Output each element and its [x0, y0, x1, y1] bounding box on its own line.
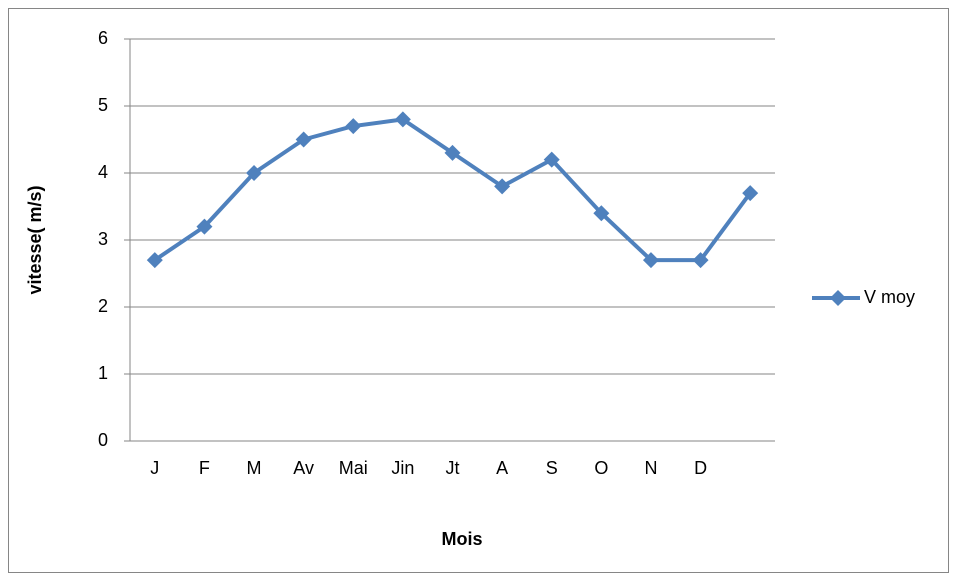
marker: [345, 118, 362, 135]
marker: [444, 144, 461, 161]
x-tick-label: J: [150, 458, 159, 478]
y-tick-label: 2: [98, 296, 108, 316]
y-tick-label: 4: [98, 162, 108, 182]
x-tick-label: M: [247, 458, 262, 478]
marker: [543, 151, 560, 168]
x-tick-label: D: [694, 458, 707, 478]
x-tick-label: Mai: [339, 458, 368, 478]
marker: [146, 252, 163, 269]
x-tick-label: A: [496, 458, 508, 478]
marker: [494, 178, 511, 195]
y-tick-label: 0: [98, 430, 108, 450]
marker: [593, 205, 610, 222]
y-axis-label: vitesse( m/s): [25, 185, 45, 294]
marker: [394, 111, 411, 128]
y-tick-label: 5: [98, 95, 108, 115]
y-tick-label: 1: [98, 363, 108, 383]
x-tick-label: Av: [293, 458, 314, 478]
legend-marker: [830, 290, 846, 306]
x-tick-label: Jt: [445, 458, 459, 478]
x-tick-label: F: [199, 458, 210, 478]
y-tick-label: 6: [98, 28, 108, 48]
marker: [742, 185, 759, 202]
marker: [295, 131, 312, 148]
x-tick-label: N: [644, 458, 657, 478]
marker: [246, 165, 263, 181]
marker: [692, 252, 709, 269]
legend-label: V moy: [864, 287, 915, 307]
x-tick-label: Jin: [391, 458, 414, 478]
x-axis-label: Mois: [441, 529, 482, 549]
x-tick-label: S: [546, 458, 558, 478]
marker: [642, 252, 659, 269]
y-tick-label: 3: [98, 229, 108, 249]
chart-border: [8, 8, 949, 573]
marker: [196, 218, 213, 235]
x-tick-label: O: [594, 458, 608, 478]
